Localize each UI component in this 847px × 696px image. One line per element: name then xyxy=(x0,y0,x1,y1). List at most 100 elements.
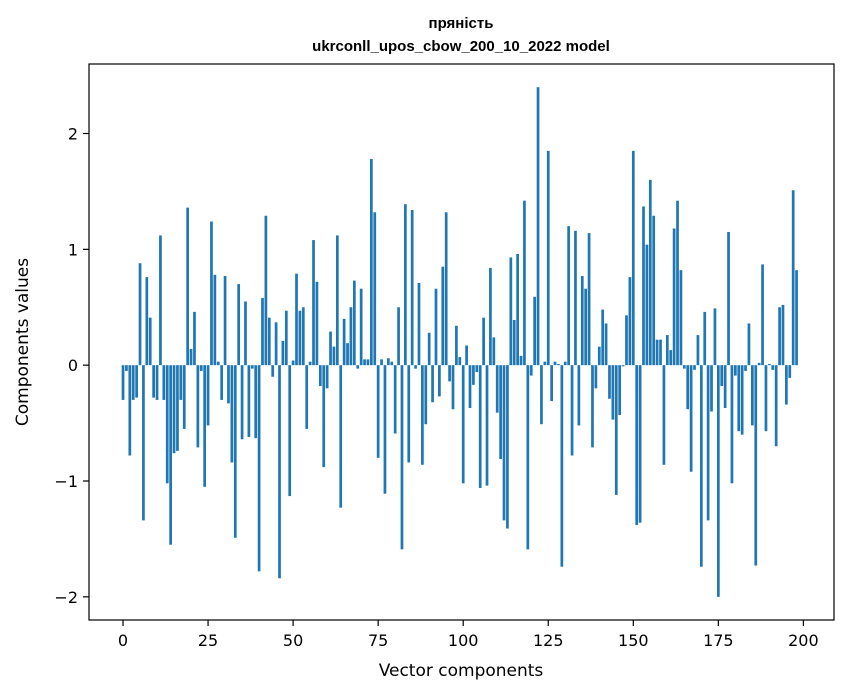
x-tick-label: 0 xyxy=(118,631,128,650)
y-tick-label: −1 xyxy=(54,472,78,491)
bar xyxy=(444,212,448,366)
bar xyxy=(427,332,431,366)
bar xyxy=(795,270,798,366)
bar xyxy=(421,365,424,465)
bar xyxy=(271,365,275,377)
bar xyxy=(196,365,200,448)
x-axis-ticks: 0 25 50 75 100 125 150 175 200 xyxy=(118,620,819,650)
bar xyxy=(553,361,557,366)
bar xyxy=(676,200,679,366)
bar xyxy=(754,365,758,566)
bar xyxy=(213,274,217,366)
bar xyxy=(414,365,417,369)
bar xyxy=(648,179,652,366)
bar xyxy=(308,361,312,366)
bar xyxy=(604,323,608,366)
bar xyxy=(458,357,462,366)
bar xyxy=(703,311,707,366)
bar xyxy=(744,365,747,371)
bar xyxy=(560,365,564,567)
bar xyxy=(179,365,183,400)
bar xyxy=(305,365,309,429)
bars-group xyxy=(121,87,798,597)
bar xyxy=(210,221,213,366)
bar xyxy=(669,350,673,366)
bar xyxy=(291,360,295,366)
bar xyxy=(264,215,268,366)
bar xyxy=(771,365,775,370)
bar xyxy=(659,339,662,366)
bar xyxy=(298,310,302,366)
x-tick-label: 25 xyxy=(198,631,218,650)
bar xyxy=(574,230,577,366)
bar xyxy=(516,253,519,366)
bar xyxy=(250,365,254,369)
bar xyxy=(281,340,285,366)
bar xyxy=(536,87,540,366)
bar xyxy=(618,365,622,415)
bar xyxy=(393,365,397,434)
bar xyxy=(455,325,458,366)
bar xyxy=(131,365,135,400)
bar xyxy=(186,207,190,366)
bar xyxy=(611,365,615,420)
bar xyxy=(557,364,560,366)
x-tick-label: 75 xyxy=(368,631,388,650)
bar xyxy=(376,365,380,458)
bar xyxy=(699,365,703,567)
bar xyxy=(407,365,411,463)
bar xyxy=(526,365,530,550)
bar xyxy=(757,362,761,366)
bar xyxy=(233,365,237,538)
bar xyxy=(274,322,278,366)
bar xyxy=(635,365,639,526)
y-tick-label: 0 xyxy=(68,356,78,375)
bar xyxy=(563,361,567,366)
x-tick-label: 100 xyxy=(448,631,479,650)
bar xyxy=(342,318,346,366)
y-tick-label: −2 xyxy=(54,588,78,607)
bar xyxy=(284,310,288,366)
bar xyxy=(785,365,788,405)
bar xyxy=(686,365,690,410)
x-tick-label: 200 xyxy=(788,631,819,650)
bar xyxy=(257,365,261,572)
bar xyxy=(169,365,172,545)
bar xyxy=(628,277,632,366)
bar xyxy=(352,280,356,366)
bar xyxy=(332,346,336,366)
bar xyxy=(682,365,686,369)
y-axis-label: Components values xyxy=(13,258,33,426)
bar xyxy=(176,365,179,451)
bar xyxy=(478,365,482,488)
bar xyxy=(448,365,451,382)
bar xyxy=(356,365,360,369)
bar xyxy=(295,273,298,366)
bar xyxy=(148,317,152,366)
bar xyxy=(768,364,771,366)
bar xyxy=(349,307,353,366)
y-tick-label: 1 xyxy=(68,240,78,259)
bar xyxy=(706,365,710,521)
bar xyxy=(468,365,472,409)
bar xyxy=(778,307,781,366)
bar xyxy=(387,358,390,366)
bar xyxy=(482,317,485,366)
x-tick-label: 175 xyxy=(703,631,734,650)
bar xyxy=(727,231,730,366)
bar xyxy=(237,284,241,366)
bar xyxy=(404,204,407,366)
bar xyxy=(318,365,322,387)
bar xyxy=(267,317,271,366)
bar xyxy=(335,235,339,366)
bar xyxy=(546,150,550,366)
bar xyxy=(434,288,438,366)
bar xyxy=(301,307,305,366)
bar xyxy=(189,348,193,366)
bar xyxy=(550,365,554,402)
bar xyxy=(567,226,571,366)
bar xyxy=(203,365,207,487)
bar xyxy=(227,365,230,404)
bar xyxy=(312,240,315,366)
